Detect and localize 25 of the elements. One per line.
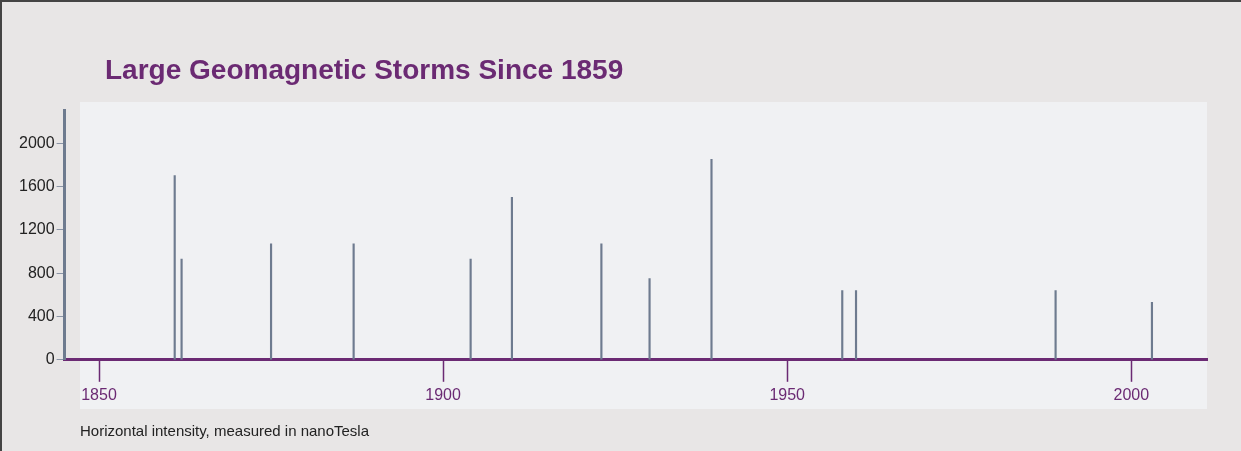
- bar: [180, 258, 183, 360]
- bar: [352, 243, 355, 360]
- bar: [269, 243, 273, 360]
- text: Horizontal intensity, measured in nanoTesla: [80, 422, 370, 439]
- bar: [710, 159, 713, 360]
- y-tick-label: 800: [27, 263, 55, 281]
- bar: [173, 175, 176, 360]
- y-tick-label: 1200: [19, 220, 55, 238]
- y-tick-label: 0: [45, 350, 55, 368]
- bar: [648, 278, 651, 360]
- bar: [841, 290, 844, 360]
- bar: [469, 258, 472, 360]
- x-tick-label: 1850: [81, 385, 117, 403]
- x-tick-label: 2000: [1113, 385, 1150, 403]
- bar: [1150, 302, 1154, 360]
- bar: [1054, 290, 1057, 360]
- x-tick-label: 1950: [769, 385, 806, 403]
- y-tick-label: 2000: [19, 133, 55, 151]
- x-tick-label: 1900: [425, 385, 461, 403]
- bar: [600, 243, 603, 360]
- bar: [854, 290, 858, 360]
- y-tick-label: 400: [27, 306, 55, 324]
- bar: [510, 196, 513, 360]
- y-tick-label: 1600: [19, 176, 55, 194]
- chart-title: Large Geomagnetic Storms Since 1859: [105, 54, 624, 86]
